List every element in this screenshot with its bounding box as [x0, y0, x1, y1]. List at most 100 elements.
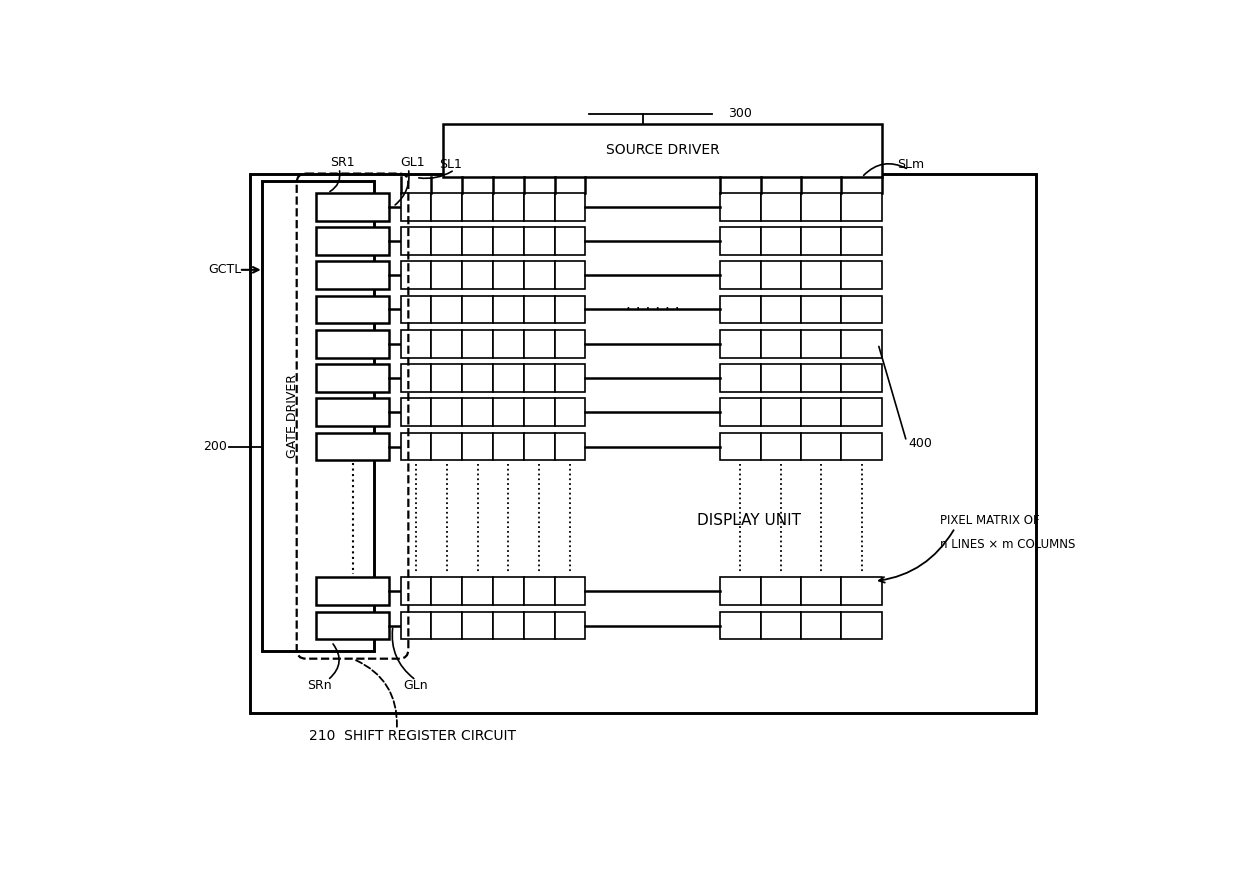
Bar [523, 364, 554, 392]
Bar [842, 193, 882, 221]
Bar [401, 364, 432, 392]
Bar [494, 295, 523, 323]
Bar [842, 295, 882, 323]
Bar [494, 330, 523, 358]
Bar [494, 398, 523, 426]
Bar [554, 262, 585, 289]
Bar [432, 193, 463, 221]
Bar [554, 577, 585, 605]
Text: PIXEL MATRIX OF: PIXEL MATRIX OF [940, 514, 1039, 527]
Bar [554, 227, 585, 255]
Bar [494, 612, 523, 640]
Bar [720, 433, 760, 461]
Bar [720, 398, 760, 426]
Bar [494, 193, 523, 221]
Bar [463, 433, 494, 461]
Bar [523, 577, 554, 605]
Bar [250, 174, 1035, 713]
Bar [463, 330, 494, 358]
Bar [554, 193, 585, 221]
Bar [760, 262, 801, 289]
Bar [842, 227, 882, 255]
Bar [523, 398, 554, 426]
Bar [554, 295, 585, 323]
Bar [720, 295, 760, 323]
Bar [760, 398, 801, 426]
Bar [801, 330, 842, 358]
Bar [842, 398, 882, 426]
Bar [801, 193, 842, 221]
Bar [523, 612, 554, 640]
Bar [760, 295, 801, 323]
Bar [554, 433, 585, 461]
Bar [842, 433, 882, 461]
Bar [494, 364, 523, 392]
Bar [463, 193, 494, 221]
Bar [523, 193, 554, 221]
Bar [262, 182, 373, 651]
Text: 210  SHIFT REGISTER CIRCUIT: 210 SHIFT REGISTER CIRCUIT [309, 729, 516, 743]
Bar [554, 364, 585, 392]
Bar [432, 330, 463, 358]
Bar [401, 193, 432, 221]
Bar [720, 612, 760, 640]
Bar [316, 295, 389, 323]
Text: 400: 400 [909, 436, 932, 449]
Text: SL1: SL1 [439, 158, 463, 171]
Bar [523, 227, 554, 255]
Bar [801, 262, 842, 289]
Text: DISPLAY UNIT: DISPLAY UNIT [697, 513, 801, 527]
Bar [432, 262, 463, 289]
Bar [760, 364, 801, 392]
Text: 300: 300 [728, 107, 751, 120]
Bar [401, 262, 432, 289]
Text: · · · · · ·: · · · · · · [626, 302, 680, 317]
Bar [316, 433, 389, 461]
Bar [494, 577, 523, 605]
Text: 200: 200 [203, 441, 227, 454]
Bar [432, 612, 463, 640]
Text: SLm: SLm [898, 158, 925, 171]
Bar [801, 364, 842, 392]
Bar [842, 364, 882, 392]
Bar [316, 262, 389, 289]
Text: GCTL: GCTL [208, 263, 242, 276]
Bar [463, 398, 494, 426]
Bar [494, 433, 523, 461]
Text: SOURCE DRIVER: SOURCE DRIVER [605, 143, 719, 157]
Bar [316, 577, 389, 605]
Bar [401, 330, 432, 358]
Bar [432, 364, 463, 392]
Bar [401, 433, 432, 461]
Bar [523, 330, 554, 358]
Bar [842, 612, 882, 640]
Bar [720, 364, 760, 392]
Bar [463, 295, 494, 323]
Bar [401, 577, 432, 605]
Bar [554, 612, 585, 640]
Text: GLn: GLn [404, 680, 428, 692]
Bar [801, 577, 842, 605]
Bar [554, 330, 585, 358]
Bar [760, 227, 801, 255]
Bar [432, 398, 463, 426]
Bar [720, 193, 760, 221]
Bar [443, 123, 882, 177]
Bar [760, 433, 801, 461]
Bar [316, 330, 389, 358]
Bar [401, 612, 432, 640]
Text: n LINES × m COLUMNS: n LINES × m COLUMNS [940, 538, 1075, 551]
Bar [432, 295, 463, 323]
Text: SR1: SR1 [331, 156, 355, 169]
Text: SRn: SRn [308, 680, 332, 692]
Bar [401, 398, 432, 426]
Text: GL1: GL1 [399, 156, 424, 169]
Bar [842, 330, 882, 358]
Bar [432, 227, 463, 255]
Bar [316, 398, 389, 426]
Bar [801, 398, 842, 426]
Bar [463, 612, 494, 640]
Bar [401, 227, 432, 255]
Bar [720, 262, 760, 289]
Bar [760, 577, 801, 605]
